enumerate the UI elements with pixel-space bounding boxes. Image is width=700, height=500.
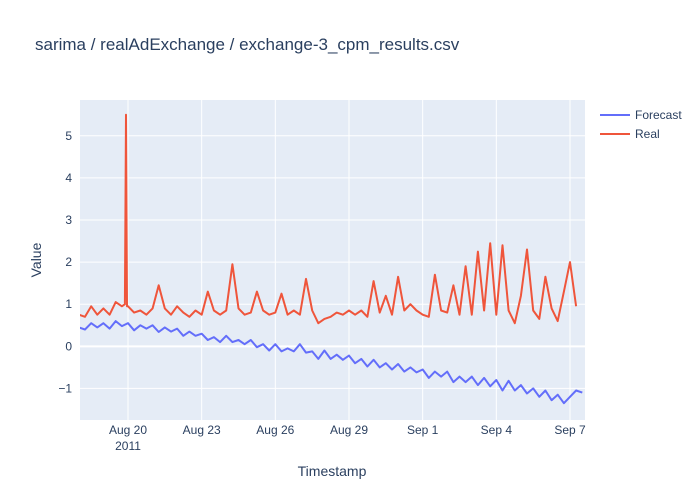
- y-axis-title: Value: [28, 242, 44, 277]
- y-tick-label: 1: [65, 297, 72, 311]
- x-tick-label: Aug 29: [330, 423, 368, 437]
- gridlines: [80, 100, 585, 420]
- x-tick-label: Sep 7: [554, 423, 586, 437]
- x-tick-label: Sep 1: [407, 423, 439, 437]
- x-tick-label: Sep 4: [481, 423, 513, 437]
- chart-title: sarima / realAdExchange / exchange-3_cpm…: [35, 35, 460, 54]
- y-tick-label: 0: [65, 339, 72, 353]
- x-tick-label: Aug 20: [109, 423, 147, 437]
- y-tick-label: 4: [65, 171, 72, 185]
- x-tick-sublabel: 2011: [115, 439, 141, 453]
- series-layer: [80, 113, 583, 405]
- legend-item-forecast[interactable]: Forecast: [600, 108, 682, 122]
- plot-area: [80, 100, 585, 420]
- y-axis-ticks: −1 0 1 2 3 4 5: [58, 129, 72, 396]
- y-tick-label: 2: [65, 255, 72, 269]
- x-axis-ticks: Aug 20 2011 Aug 23 Aug 26 Aug 29 Sep 1 Sep 4 Se…: [109, 423, 586, 453]
- series-line-real: [80, 113, 578, 325]
- y-tick-label: 3: [65, 213, 72, 227]
- x-tick-label: Aug 23: [183, 423, 221, 437]
- y-tick-label: 5: [65, 129, 72, 143]
- x-axis-title: Timestamp: [298, 463, 367, 479]
- x-tick-label: Aug 26: [256, 423, 294, 437]
- legend-label: Real: [635, 127, 660, 141]
- legend[interactable]: Forecast Real: [600, 108, 682, 141]
- y-tick-label: −1: [58, 381, 72, 395]
- legend-item-real[interactable]: Real: [600, 127, 660, 141]
- legend-label: Forecast: [635, 108, 682, 122]
- series-line-forecast: [80, 320, 583, 405]
